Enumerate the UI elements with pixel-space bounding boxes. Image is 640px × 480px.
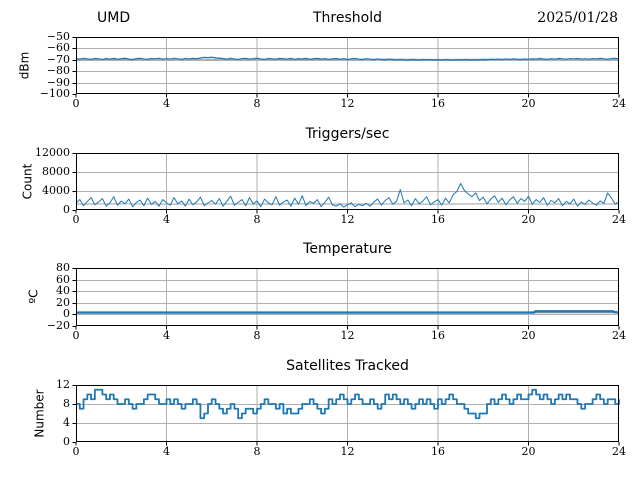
y-tick-label: −20 (46, 319, 70, 332)
x-tick-label: 8 (253, 329, 261, 342)
y-tick-label: 12 (56, 378, 70, 391)
x-tick-label: 16 (431, 213, 445, 226)
x-tick-label: 8 (253, 213, 261, 226)
x-tick-label: 12 (340, 329, 355, 342)
date-label: 2025/01/28 (537, 10, 618, 26)
plot-triggers (72, 153, 620, 214)
series-current (76, 388, 620, 420)
x-tick-label: 24 (612, 329, 626, 342)
plot-threshold (72, 37, 620, 98)
x-tick-label: 4 (163, 329, 170, 342)
axes-spines (76, 385, 619, 442)
axes-spines (76, 153, 619, 210)
x-tick-label: 0 (72, 329, 80, 342)
y-tick-label: 4000 (42, 184, 70, 197)
x-tick-label: 20 (521, 445, 536, 458)
y-tick-label: −70 (46, 52, 70, 66)
x-tick-label: 4 (163, 213, 170, 226)
y-tick-label: 8000 (42, 165, 70, 178)
x-tick-label: 20 (521, 97, 536, 110)
chart-title-threshold: Threshold (313, 10, 382, 26)
y-tick-label: 8 (63, 397, 70, 410)
axes-spines (76, 37, 619, 94)
y-tick-label: −50 (46, 30, 70, 43)
x-tick-label: 20 (521, 329, 536, 342)
chart-canvas (72, 385, 620, 446)
y-tick-label: 0 (63, 435, 70, 448)
axes-spines (76, 268, 619, 326)
x-tick-label: 16 (431, 329, 445, 342)
station-label: UMD (97, 10, 131, 26)
y-tick-label: 20 (56, 295, 70, 309)
chart-canvas (72, 37, 620, 98)
y-tick-label: −90 (46, 75, 70, 89)
x-tick-label: 0 (72, 213, 80, 226)
y-tick-label: 4 (63, 416, 70, 429)
x-tick-label: 8 (253, 97, 261, 110)
chart-canvas (72, 153, 620, 214)
series-current (75, 182, 620, 208)
x-tick-label: 24 (612, 213, 626, 226)
x-tick-label: 12 (340, 213, 355, 226)
x-tick-label: 4 (163, 445, 170, 458)
chart-title-temperature: Temperature (303, 241, 392, 257)
plot-temperature (72, 268, 620, 330)
x-tick-label: 16 (431, 445, 445, 458)
x-tick-label: 12 (340, 445, 355, 458)
chart-canvas (72, 268, 620, 330)
plot-satellites (72, 385, 620, 446)
x-tick-label: 24 (612, 97, 626, 110)
y-tick-label: 60 (56, 272, 70, 286)
x-tick-label: 12 (340, 97, 355, 110)
x-tick-label: 0 (72, 97, 80, 110)
y-tick-label: 0 (63, 203, 70, 216)
x-tick-label: 24 (612, 445, 626, 458)
y-tick-label: 0 (63, 307, 70, 321)
y-tick-label: 80 (56, 261, 70, 274)
y-tick-label: 40 (56, 284, 70, 298)
x-tick-label: 8 (253, 445, 261, 458)
y-tick-label: 12000 (35, 146, 70, 159)
y-tick-label: −60 (46, 41, 70, 55)
series-current (75, 56, 620, 61)
x-tick-label: 0 (72, 445, 80, 458)
chart-title-satellites: Satellites Tracked (286, 358, 409, 374)
x-tick-label: 20 (521, 213, 536, 226)
series-current (76, 310, 619, 314)
chart-title-triggers: Triggers/sec (305, 126, 390, 142)
x-tick-label: 4 (163, 97, 170, 110)
x-tick-label: 16 (431, 97, 445, 110)
y-tick-label: −100 (39, 87, 70, 100)
y-tick-label: −80 (46, 64, 70, 78)
